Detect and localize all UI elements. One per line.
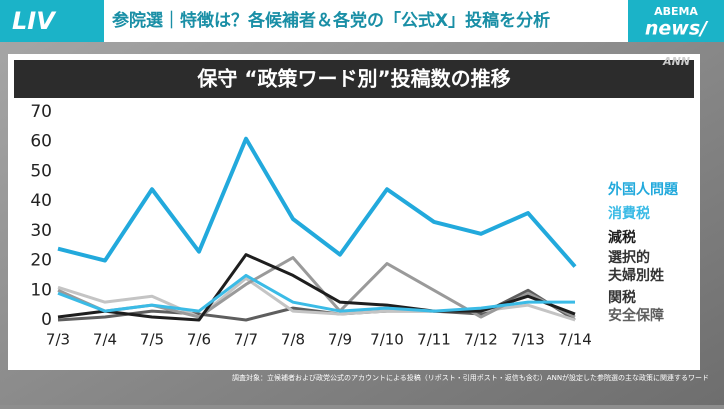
brand-box [628, 0, 724, 42]
x-tick-label: 7/11 [417, 331, 451, 349]
x-tick-label: 7/12 [464, 331, 498, 349]
y-tick-label: 30 [30, 221, 52, 241]
plot: 0 10 20 30 40 50 60 70 7/3 7/4 7/5 7/6 7/7 7/8 7/9 7/10… [30, 102, 679, 349]
chart-panel [8, 54, 700, 370]
y-tick-label: 40 [30, 191, 52, 211]
logo-box [0, 0, 104, 42]
series-line [57, 136, 577, 268]
top-bar [0, 0, 724, 42]
chart-title: 保守 “政策ワード別”投稿数の推移 [196, 67, 510, 91]
logo: LIV [12, 7, 57, 35]
x-tick-label: 7/7 [234, 331, 258, 349]
x-tick-label: 7/5 [140, 331, 164, 349]
legend-label: 選択的夫婦別姓 [608, 249, 664, 284]
brand-bottom: news/ [645, 18, 709, 40]
y-tick-label: 50 [30, 161, 52, 181]
legend-label: 外国人問題 [608, 181, 679, 198]
x-tick-label: 7/14 [558, 331, 592, 349]
brand-top: ABEMA [654, 5, 698, 18]
x-tick-label: 7/4 [93, 331, 117, 349]
x-tick-label: 7/3 [46, 331, 70, 349]
legend-label: 消費税 [608, 205, 650, 222]
legend-label: 減税 [608, 229, 636, 246]
x-tick-label: 7/10 [370, 331, 404, 349]
y-tick-label: 20 [30, 251, 52, 271]
x-tick-label: 7/13 [511, 331, 545, 349]
y-tick-label: 10 [30, 280, 52, 300]
series-line [57, 273, 575, 313]
x-tick-label: 7/9 [328, 331, 352, 349]
legend-label: 関税 [608, 289, 636, 306]
legend-label: 安全保障 [608, 307, 664, 324]
footer-note: ANN「X全量調査」 [232, 351, 294, 360]
x-tick-label: 7/6 [187, 331, 211, 349]
y-tick-label: 60 [30, 132, 52, 152]
title-bar [14, 60, 694, 98]
y-tick-label: 70 [30, 102, 52, 122]
watermark: ANN [662, 55, 690, 68]
x-tick-label: 7/8 [281, 331, 305, 349]
y-tick-label: 0 [41, 310, 52, 330]
footer-note: 調査方法：Meltwaterによる分析 調査期間：7月3日から14日まで [232, 362, 446, 371]
headline: 参院選｜特徴は？各候補者＆各党の「公式X」投稿を分析 [112, 10, 550, 31]
footer-note: 調査対象：立候補者および政党公式のアカウントによる投稿（リポスト・引用ポスト・返… [232, 373, 709, 382]
